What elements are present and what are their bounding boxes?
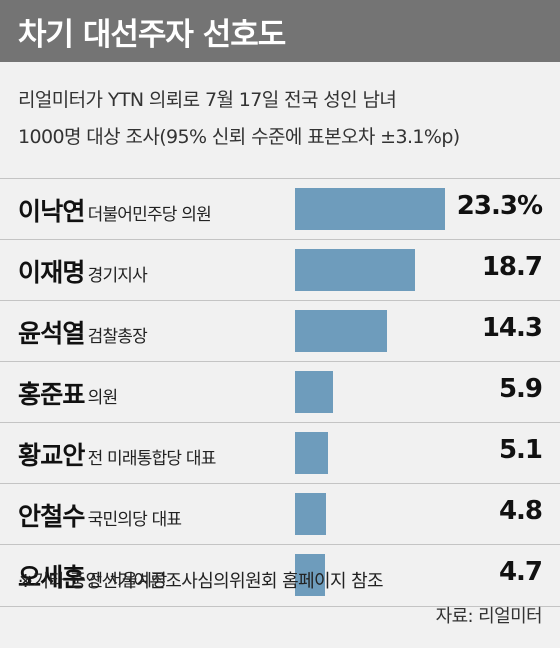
bar [295, 249, 415, 291]
candidate-role: 검찰총장 [87, 327, 148, 347]
footnote: ※기타 중앙선거여론조사심의위원회 홈페이지 참조 [18, 571, 384, 592]
bar-row: 안철수 국민의당 대표 4.8 [0, 483, 560, 545]
bar-row: 이재명 경기지사 18.7 [0, 239, 560, 301]
bar-row: 이낙연 더불어민주당 의원 23.3% [0, 178, 560, 240]
candidate-role: 더불어민주당 의원 [87, 205, 212, 225]
candidate-role: 의원 [87, 388, 118, 408]
candidate-name: 윤석열 [18, 319, 85, 348]
data-label: 4.8 [498, 496, 543, 526]
candidate-name: 이낙연 [18, 197, 85, 226]
candidate-role: 전 미래통합당 대표 [87, 449, 217, 469]
bar-row: 홍준표 의원 5.9 [0, 361, 560, 423]
category-label: 황교안 전 미래통합당 대표 [18, 436, 216, 472]
bar [295, 432, 328, 474]
data-label: 4.7 [498, 557, 543, 587]
source-credit: 자료: 리얼미터 [435, 606, 543, 627]
data-label: 5.9 [498, 374, 543, 404]
subtitle-line-2: 1000명 대상 조사(95% 신뢰 수준에 표본오차 ±3.1%p) [18, 126, 460, 148]
title-bar: 차기 대선주자 선호도 [0, 0, 560, 62]
candidate-name: 이재명 [18, 258, 85, 287]
data-label: 23.3% [456, 191, 543, 221]
candidate-name: 황교안 [18, 441, 85, 470]
candidate-name: 홍준표 [18, 380, 85, 409]
bar-row: 황교안 전 미래통합당 대표 5.1 [0, 422, 560, 484]
subtitle-line-1: 리얼미터가 YTN 의뢰로 7월 17일 전국 성인 남녀 [18, 89, 397, 111]
bar [295, 188, 445, 230]
bar [295, 371, 333, 413]
data-label: 5.1 [498, 435, 543, 465]
bar-row: 윤석열 검찰총장 14.3 [0, 300, 560, 362]
candidate-name: 안철수 [18, 502, 85, 531]
candidate-role: 국민의당 대표 [87, 510, 182, 530]
category-label: 안철수 국민의당 대표 [18, 497, 182, 533]
bar [295, 310, 387, 352]
category-label: 윤석열 검찰총장 [18, 314, 148, 350]
data-label: 14.3 [481, 313, 543, 343]
category-label: 홍준표 의원 [18, 375, 118, 411]
candidate-role: 경기지사 [87, 266, 148, 286]
category-label: 이낙연 더불어민주당 의원 [18, 192, 212, 228]
data-label: 18.7 [481, 252, 543, 282]
candidate-role: 전 서울시장 [87, 571, 168, 591]
category-label: 오세훈 전 서울시장 [18, 558, 168, 594]
bar [295, 554, 325, 596]
category-label: 이재명 경기지사 [18, 253, 148, 289]
chart-title: 차기 대선주자 선호도 [18, 17, 286, 53]
candidate-name: 오세훈 [18, 563, 85, 592]
bar-row: 오세훈 전 서울시장 4.7 [0, 544, 560, 607]
bar [295, 493, 326, 535]
